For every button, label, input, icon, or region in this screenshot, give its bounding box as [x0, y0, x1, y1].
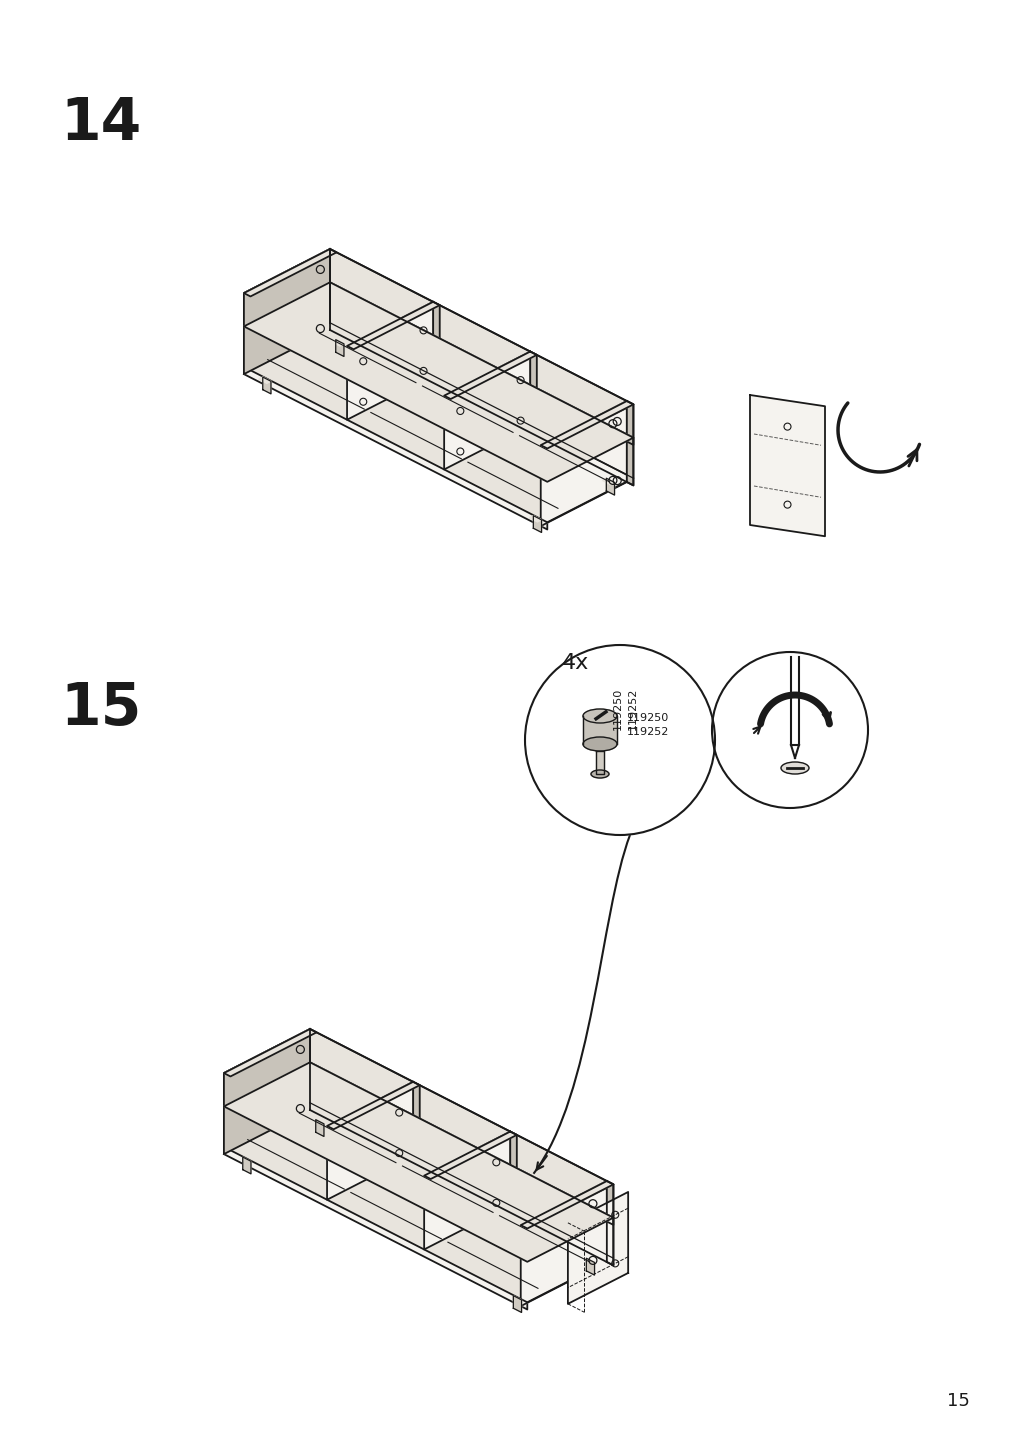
- Polygon shape: [513, 1296, 521, 1313]
- Polygon shape: [223, 1030, 613, 1229]
- Polygon shape: [530, 352, 536, 428]
- Circle shape: [525, 644, 715, 835]
- Polygon shape: [433, 302, 440, 379]
- Polygon shape: [223, 1073, 527, 1309]
- Polygon shape: [347, 302, 440, 349]
- Polygon shape: [347, 302, 433, 420]
- Circle shape: [712, 652, 867, 808]
- Polygon shape: [309, 1063, 613, 1224]
- Polygon shape: [244, 322, 633, 523]
- Polygon shape: [521, 1181, 607, 1306]
- Polygon shape: [223, 1063, 613, 1262]
- Polygon shape: [444, 352, 530, 470]
- Polygon shape: [336, 339, 344, 357]
- Polygon shape: [243, 1157, 251, 1174]
- Polygon shape: [444, 352, 536, 400]
- Polygon shape: [529, 516, 541, 521]
- Polygon shape: [327, 1081, 412, 1200]
- Text: 4x: 4x: [561, 653, 588, 673]
- Polygon shape: [315, 1120, 324, 1137]
- Polygon shape: [244, 282, 633, 481]
- Text: 15: 15: [946, 1392, 969, 1411]
- Polygon shape: [223, 1103, 613, 1302]
- Polygon shape: [585, 1259, 593, 1274]
- Ellipse shape: [582, 709, 617, 723]
- Ellipse shape: [582, 737, 617, 750]
- Polygon shape: [330, 282, 633, 445]
- Polygon shape: [595, 750, 604, 775]
- Polygon shape: [244, 249, 633, 448]
- Text: 14: 14: [60, 95, 142, 152]
- Polygon shape: [223, 1030, 316, 1077]
- Polygon shape: [567, 1191, 628, 1303]
- Polygon shape: [607, 1181, 613, 1266]
- Polygon shape: [223, 1030, 309, 1154]
- Polygon shape: [626, 401, 633, 485]
- Polygon shape: [533, 516, 541, 533]
- Polygon shape: [606, 478, 614, 495]
- Polygon shape: [521, 1181, 613, 1229]
- Polygon shape: [263, 377, 271, 394]
- Polygon shape: [327, 1081, 420, 1130]
- Polygon shape: [582, 716, 617, 745]
- Polygon shape: [244, 294, 547, 530]
- Polygon shape: [244, 249, 337, 296]
- Polygon shape: [540, 401, 633, 448]
- Ellipse shape: [590, 770, 609, 778]
- Polygon shape: [749, 395, 824, 536]
- Polygon shape: [244, 249, 330, 374]
- Polygon shape: [332, 339, 344, 347]
- Text: 119250
119252: 119250 119252: [627, 713, 668, 737]
- Polygon shape: [602, 478, 614, 484]
- Polygon shape: [540, 401, 626, 526]
- Polygon shape: [510, 1131, 517, 1209]
- Polygon shape: [412, 1081, 420, 1158]
- Polygon shape: [259, 377, 271, 384]
- Text: 15: 15: [60, 680, 142, 737]
- Polygon shape: [424, 1131, 510, 1250]
- Polygon shape: [424, 1131, 517, 1179]
- Ellipse shape: [780, 762, 808, 775]
- Text: 119250
119252: 119250 119252: [612, 687, 637, 730]
